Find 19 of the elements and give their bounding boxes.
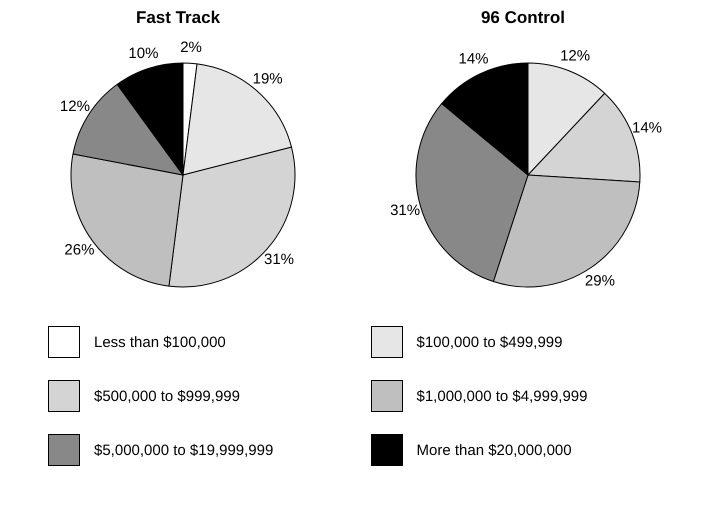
data-label: 31%	[390, 202, 420, 220]
data-label: 14%	[632, 119, 662, 136]
data-label: 31%	[264, 251, 294, 268]
legend-label: More than $20,000,000	[416, 442, 572, 458]
data-label: 14%	[458, 50, 489, 68]
chart-title: 96 Control	[480, 8, 566, 29]
data-label: 12%	[560, 47, 590, 64]
chart-title: Fast Track	[136, 8, 220, 29]
legend-label: $500,000 to $999,999	[94, 388, 240, 404]
data-label: 26%	[64, 242, 94, 259]
data-label: 10%	[128, 44, 158, 62]
data-label: 2%	[180, 38, 202, 56]
legend-label: $100,000 to $499,999	[416, 334, 562, 350]
data-label: 19%	[252, 70, 283, 88]
data-label: 29%	[584, 272, 615, 290]
data-label: 12%	[60, 98, 90, 115]
legend-label: $1,000,000 to $4,999,999	[416, 388, 588, 404]
legend-label: Less than $100,000	[94, 334, 226, 350]
legend-label: $5,000,000 to $19,999,999	[94, 442, 274, 458]
